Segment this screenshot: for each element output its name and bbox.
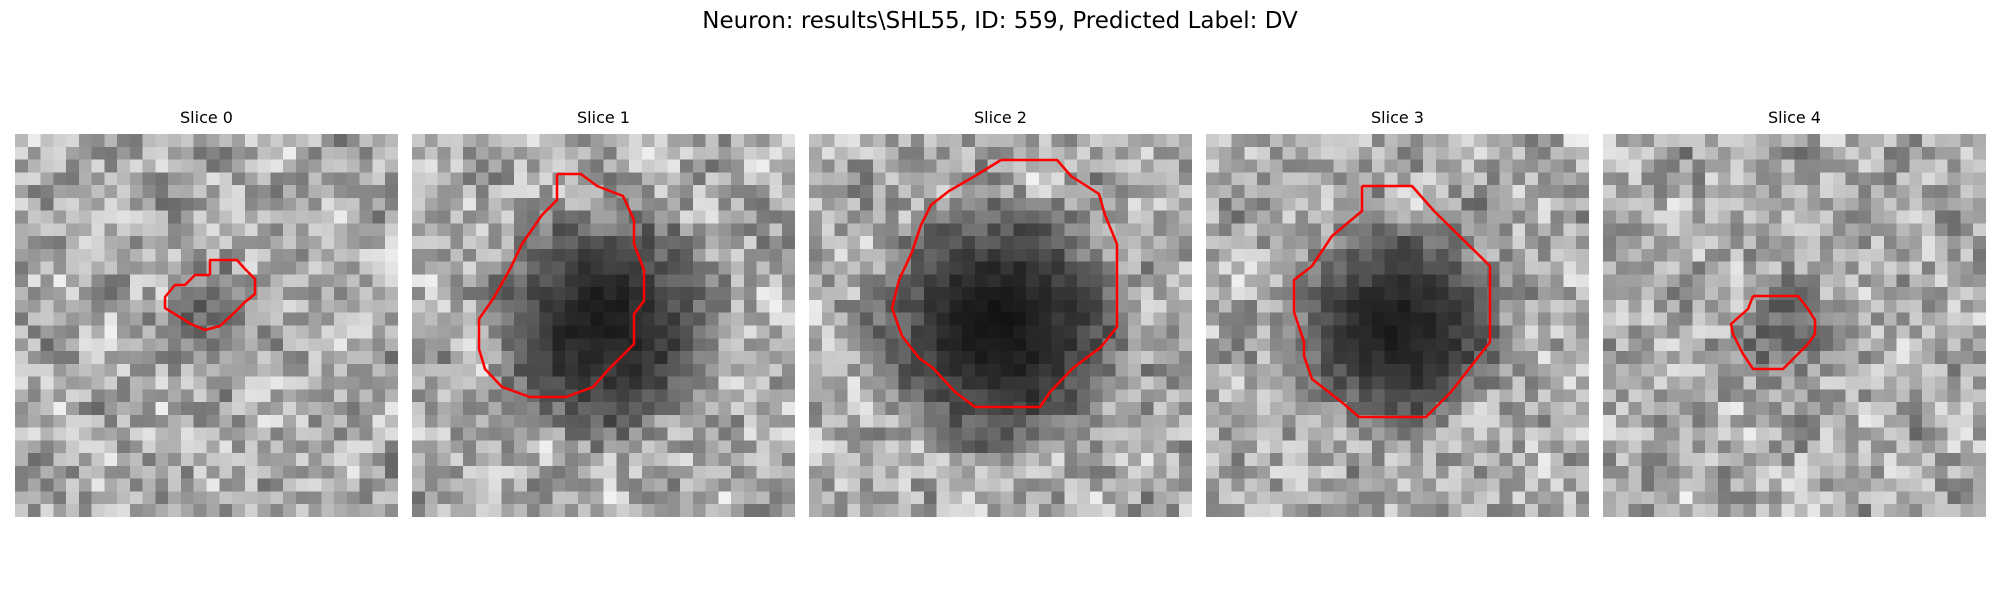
slice-image — [809, 134, 1192, 517]
roi-contour-line — [1292, 184, 1492, 419]
roi-contour-line — [1729, 294, 1817, 371]
slice-panel-0: Slice 0 — [15, 108, 398, 517]
roi-contour-line — [890, 158, 1119, 409]
roi-contour — [477, 172, 646, 399]
slice-title: Slice 0 — [180, 108, 233, 127]
slice-panel-4: Slice 4 — [1603, 108, 1986, 517]
slice-panel-3: Slice 3 — [1206, 108, 1589, 517]
slice-image — [412, 134, 795, 517]
roi-contour — [163, 258, 257, 332]
roi-contour-line — [163, 258, 257, 332]
slice-title: Slice 3 — [1371, 108, 1424, 127]
slice-title: Slice 2 — [974, 108, 1027, 127]
roi-contour-line — [477, 172, 646, 399]
roi-contour — [1729, 294, 1817, 371]
roi-contour — [1292, 184, 1492, 419]
slice-title: Slice 4 — [1768, 108, 1821, 127]
figure-title: Neuron: results\SHL55, ID: 559, Predicte… — [702, 8, 1298, 34]
slice-title: Slice 1 — [577, 108, 630, 127]
slice-image — [15, 134, 398, 517]
slice-panel-2: Slice 2 — [809, 108, 1192, 517]
roi-contour — [890, 158, 1119, 409]
slice-image — [1206, 134, 1589, 517]
slice-panel-1: Slice 1 — [412, 108, 795, 517]
slice-image — [1603, 134, 1986, 517]
